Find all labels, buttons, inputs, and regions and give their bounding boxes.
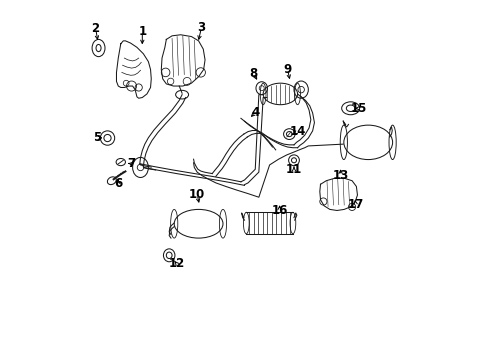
Text: 14: 14 [289,125,305,138]
Text: 10: 10 [189,188,205,201]
Text: 4: 4 [251,106,259,119]
Text: 2: 2 [91,22,100,35]
Text: 5: 5 [92,131,101,144]
Text: 9: 9 [283,63,291,76]
Text: 11: 11 [285,163,302,176]
Text: 3: 3 [197,21,205,34]
Text: 12: 12 [168,257,184,270]
Text: 17: 17 [347,198,363,211]
Text: 1: 1 [138,25,146,38]
Text: 13: 13 [332,169,348,182]
Text: 15: 15 [350,102,366,115]
Text: 7: 7 [127,157,135,170]
Text: 6: 6 [114,177,122,190]
Text: 8: 8 [249,67,257,80]
Text: 16: 16 [271,204,287,217]
